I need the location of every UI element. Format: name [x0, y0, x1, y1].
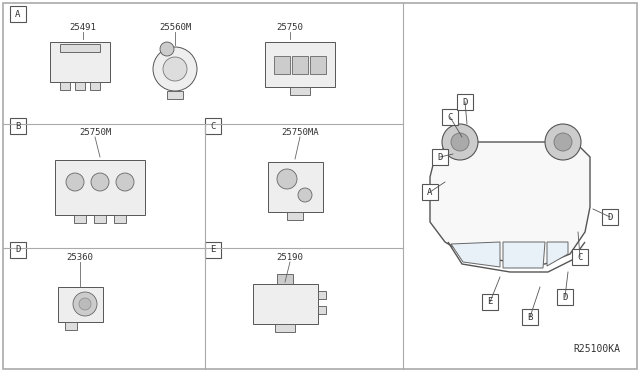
Text: D: D [607, 212, 612, 221]
FancyBboxPatch shape [10, 118, 26, 134]
Polygon shape [430, 142, 590, 264]
Polygon shape [503, 242, 545, 268]
Circle shape [91, 173, 109, 191]
Circle shape [451, 133, 469, 151]
Bar [292, 56, 308, 74]
FancyBboxPatch shape [442, 109, 458, 125]
Text: B: B [527, 312, 532, 321]
Bar [265, 42, 335, 87]
Circle shape [554, 133, 572, 151]
Text: 25750: 25750 [276, 23, 303, 32]
Bar [75, 82, 85, 90]
Bar [167, 91, 183, 99]
Bar [50, 42, 110, 82]
Bar [268, 162, 323, 212]
Text: 25560M: 25560M [159, 23, 191, 32]
Text: 25750M: 25750M [79, 128, 111, 137]
Circle shape [442, 124, 478, 160]
Bar [310, 56, 326, 74]
FancyBboxPatch shape [432, 149, 448, 165]
Polygon shape [547, 242, 568, 266]
Bar [253, 284, 317, 324]
Text: 25190: 25190 [276, 253, 303, 262]
Bar [74, 215, 86, 222]
Bar [60, 82, 70, 90]
FancyBboxPatch shape [557, 289, 573, 305]
Bar [317, 291, 326, 299]
Bar [90, 82, 100, 90]
Bar [60, 44, 100, 52]
Bar [317, 306, 326, 314]
Text: B: B [15, 122, 20, 131]
Text: 25750MA: 25750MA [281, 128, 319, 137]
FancyBboxPatch shape [522, 309, 538, 325]
Circle shape [73, 292, 97, 316]
Bar [55, 160, 145, 215]
Bar [287, 212, 303, 220]
FancyBboxPatch shape [205, 118, 221, 134]
Text: 25491: 25491 [70, 23, 97, 32]
Text: D: D [462, 97, 468, 106]
FancyBboxPatch shape [422, 184, 438, 200]
FancyBboxPatch shape [602, 209, 618, 225]
Bar [65, 321, 77, 330]
Text: D: D [15, 246, 20, 254]
Text: C: C [211, 122, 216, 131]
Bar [114, 215, 126, 222]
Text: D: D [437, 153, 443, 161]
Text: 25360: 25360 [67, 253, 93, 262]
Text: C: C [447, 112, 452, 122]
Text: A: A [15, 10, 20, 19]
Circle shape [116, 173, 134, 191]
FancyBboxPatch shape [457, 94, 473, 110]
Bar [274, 56, 290, 74]
Text: R25100KA: R25100KA [573, 344, 620, 354]
Bar [275, 324, 295, 332]
Circle shape [160, 42, 174, 56]
Bar [277, 274, 293, 284]
Bar [290, 87, 310, 94]
FancyBboxPatch shape [572, 249, 588, 265]
Text: A: A [428, 187, 433, 196]
Bar [58, 286, 102, 321]
Text: E: E [487, 298, 493, 307]
Circle shape [79, 298, 91, 310]
Bar [94, 215, 106, 222]
Circle shape [153, 47, 197, 91]
Circle shape [163, 57, 187, 81]
Circle shape [277, 169, 297, 189]
FancyBboxPatch shape [10, 242, 26, 258]
FancyBboxPatch shape [10, 6, 26, 22]
FancyBboxPatch shape [205, 242, 221, 258]
Text: D: D [563, 292, 568, 301]
Circle shape [298, 188, 312, 202]
Polygon shape [451, 242, 500, 267]
Text: E: E [211, 246, 216, 254]
FancyBboxPatch shape [482, 294, 498, 310]
Circle shape [545, 124, 581, 160]
Text: C: C [577, 253, 582, 262]
Circle shape [66, 173, 84, 191]
